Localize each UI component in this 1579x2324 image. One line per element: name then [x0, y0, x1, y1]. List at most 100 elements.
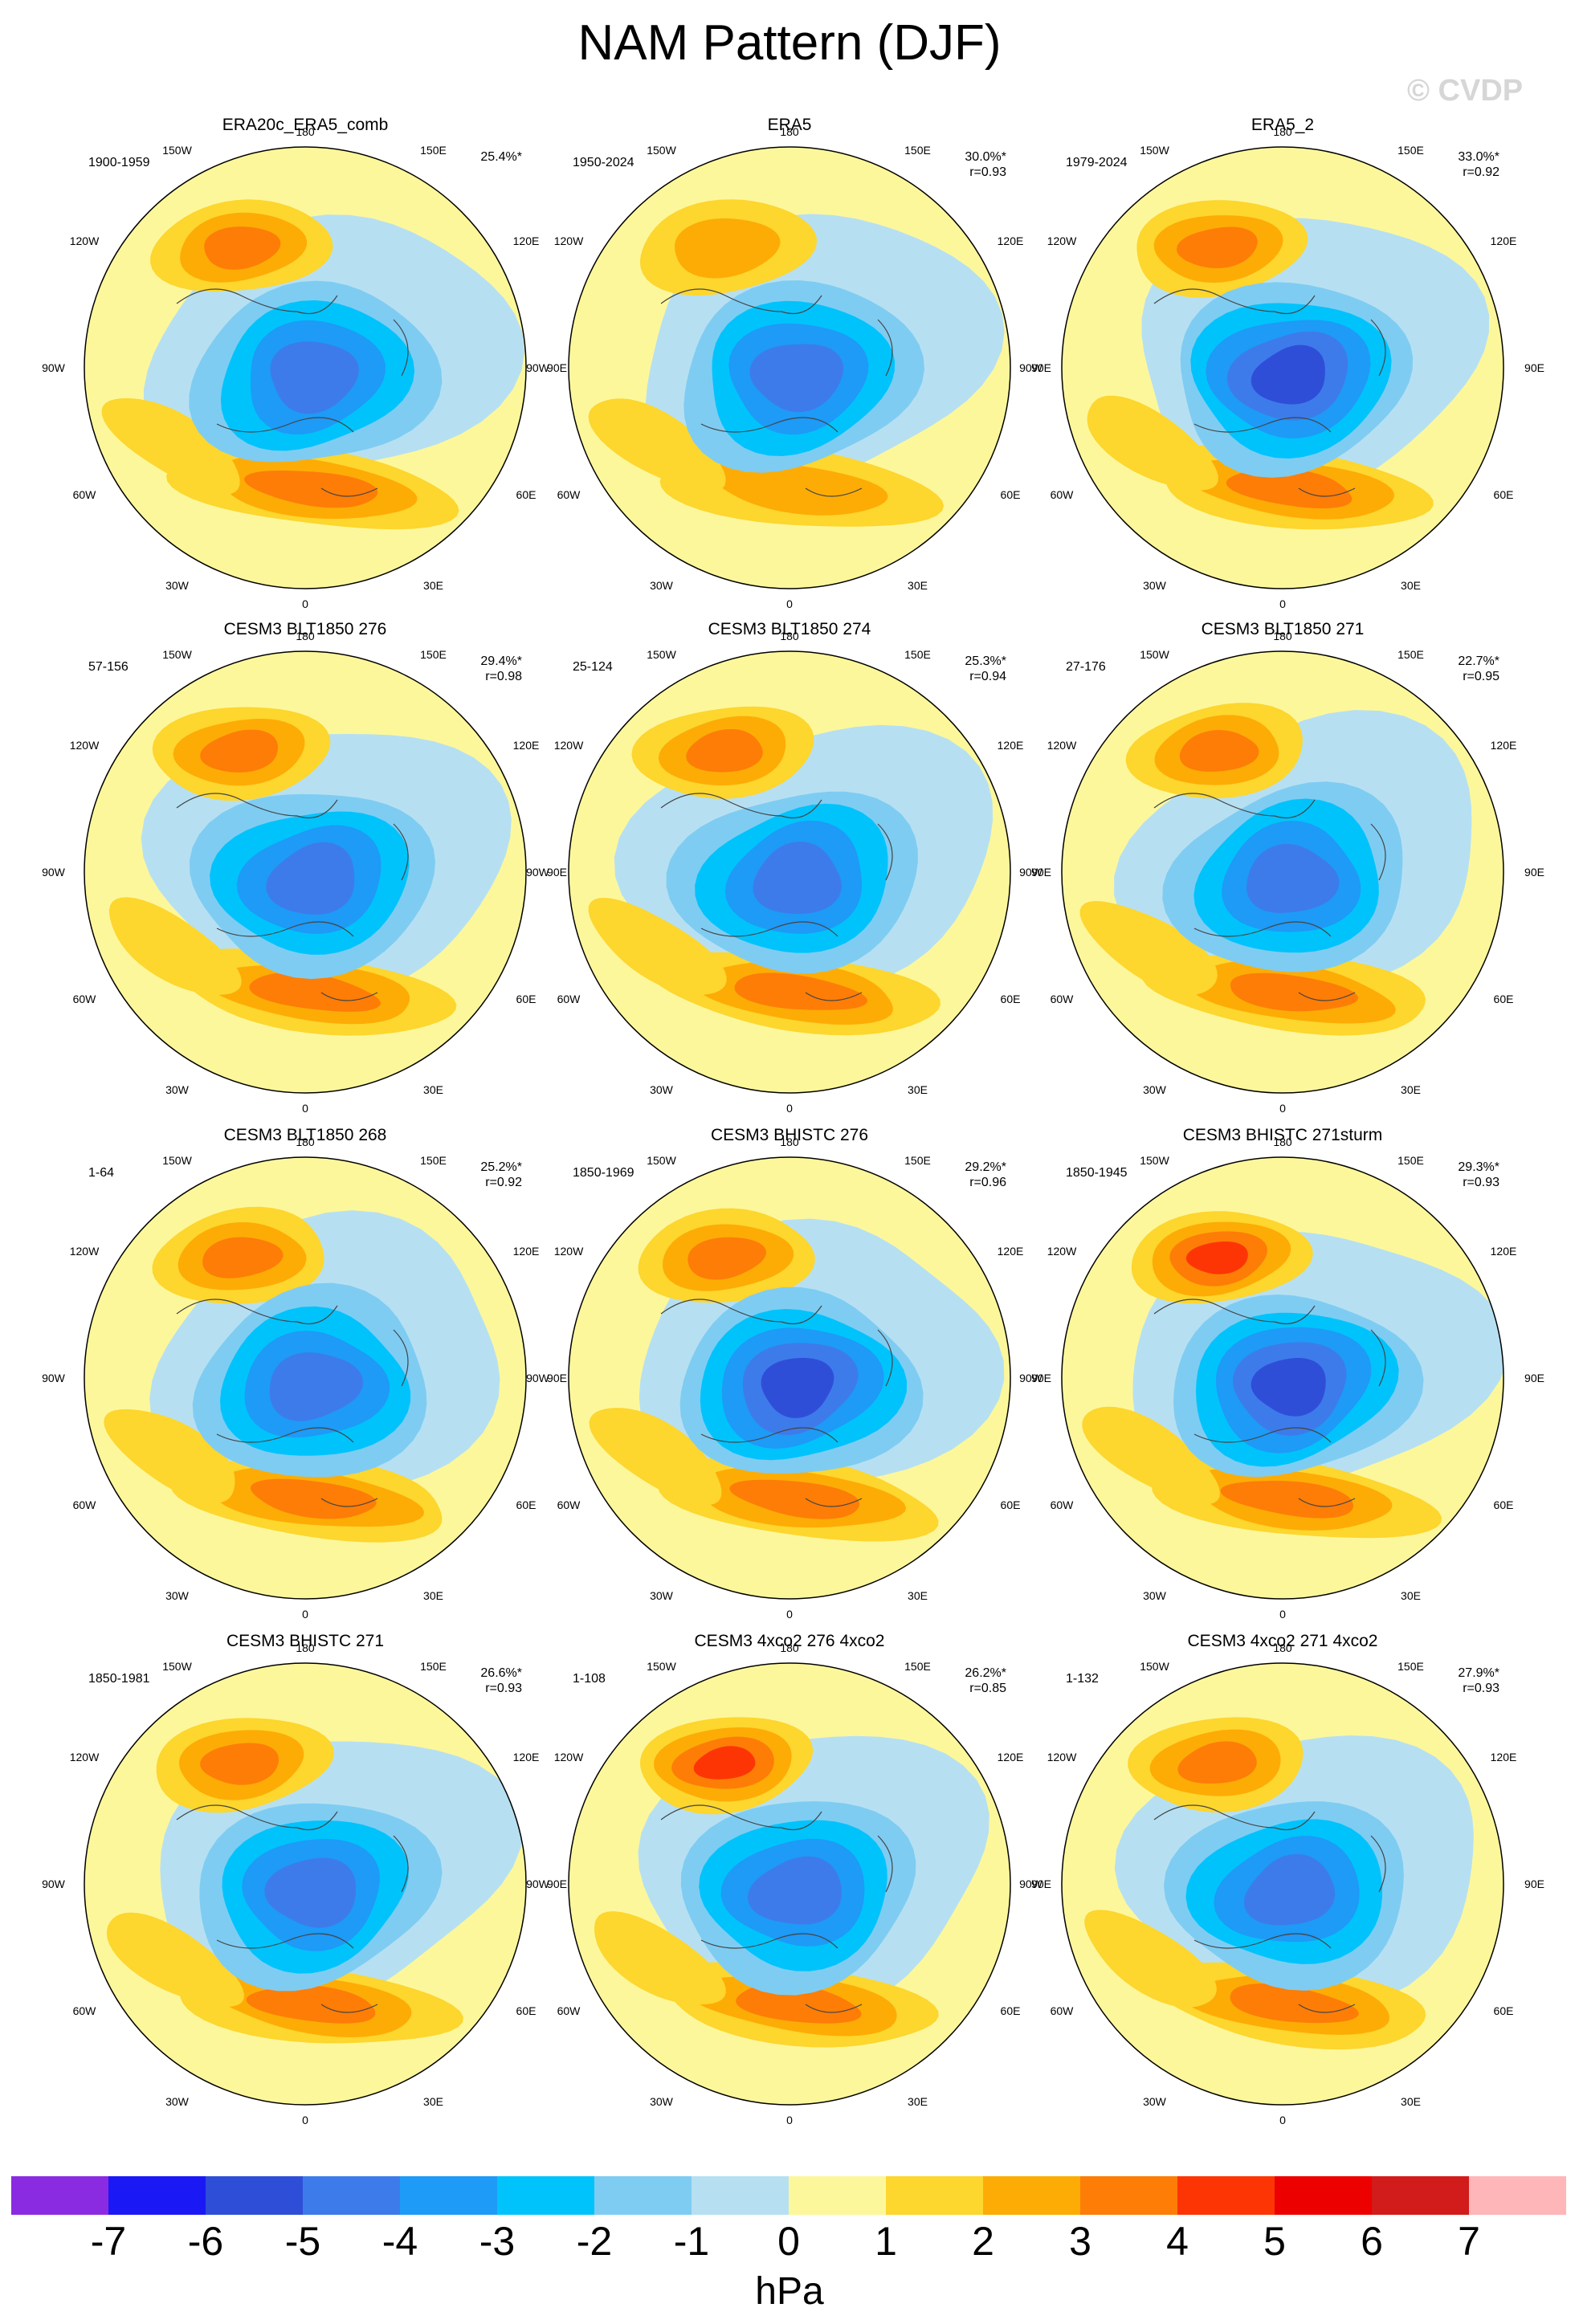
contour-pacific-positive — [1177, 1741, 1257, 1784]
colorbar — [11, 2176, 1566, 2215]
colorbar-box — [400, 2176, 497, 2215]
longitude-label: 60W — [1050, 1498, 1074, 1512]
longitude-label: 60E — [1000, 1498, 1021, 1512]
longitude-label: 120E — [1490, 234, 1517, 247]
colorbar-tick-label: 5 — [1263, 2219, 1286, 2264]
longitude-label: 150E — [420, 648, 447, 662]
map-panel: CESM3 4xco2 276 4xco2 1-108 26.2%* r=0.85 18… — [526, 1632, 1051, 2133]
contour-pacific-positive — [1177, 226, 1258, 268]
longitude-label: 120W — [553, 738, 584, 752]
contour-positive-tongue — [588, 898, 727, 995]
panel-stats: 26.2%* r=0.85 — [965, 1666, 1006, 1696]
panel-correlation: r=0.93 — [969, 165, 1006, 179]
map-panel: ERA5_2 1979-2024 33.0%* r=0.92 180 150W 150E 12… — [1019, 116, 1544, 617]
colorbar-tick-label: -1 — [673, 2219, 710, 2264]
longitude-label: 150W — [647, 144, 676, 157]
panel-variance: 27.9%* — [1458, 1666, 1499, 1680]
longitude-label: 60W — [557, 2004, 581, 2018]
longitude-label: 150W — [162, 1154, 192, 1168]
map-boundary — [568, 650, 1011, 1094]
longitude-label: 60E — [1493, 2004, 1514, 2018]
longitude-label: 30W — [1143, 578, 1166, 592]
longitude-label: 30W — [1143, 1082, 1166, 1096]
panel-title: CESM3 BLT1850 276 — [223, 620, 387, 638]
polar-map — [568, 650, 1011, 1094]
longitude-label: 30E — [423, 1588, 443, 1602]
polar-map — [84, 146, 527, 589]
map-boundary — [1061, 146, 1504, 589]
longitude-label: 30W — [165, 1588, 189, 1602]
longitude-label: 90W — [1019, 361, 1042, 374]
panel-title: CESM3 BLT1850 268 — [223, 1126, 387, 1144]
colorbar-box — [108, 2176, 206, 2215]
longitude-label: 30W — [165, 1082, 189, 1096]
map-boundary — [84, 146, 527, 589]
polar-map — [1061, 146, 1504, 589]
longitude-label: 0 — [1279, 1102, 1286, 1115]
coastline — [660, 288, 893, 497]
panel-stats: 33.0%* r=0.92 — [1458, 149, 1499, 180]
longitude-label: 120E — [1490, 738, 1517, 752]
contour-positive-tongue — [594, 1911, 726, 2005]
panel-stats: 25.4%* — [480, 149, 522, 165]
contour-positive-tongue — [106, 1912, 244, 2007]
map-boundary — [568, 146, 1011, 589]
longitude-label: 0 — [1279, 1608, 1286, 1621]
longitude-label: 150E — [1397, 1660, 1424, 1674]
colorbar-box — [497, 2176, 594, 2215]
longitude-label: 90E — [1524, 361, 1544, 374]
polar-map — [1061, 1156, 1504, 1600]
map-panel: CESM3 BHISTC 271 1850-1981 26.6%* r=0.93 180… — [42, 1632, 567, 2133]
longitude-label: 30E — [908, 2094, 928, 2108]
polar-map — [568, 146, 1011, 589]
colorbar-box — [1177, 2176, 1275, 2215]
longitude-label: 60W — [557, 488, 581, 502]
polar-map — [568, 1156, 1011, 1600]
colorbar-tick-label: -7 — [90, 2219, 127, 2264]
map-boundary — [1061, 650, 1504, 1094]
contour-arctic-negative — [1244, 1853, 1336, 1926]
figure-title: NAM Pattern (DJF) — [577, 15, 1002, 71]
panel-title: ERA5 — [767, 116, 812, 134]
contour-arctic-negative — [266, 842, 355, 915]
coastline — [660, 793, 893, 1001]
longitude-label: 90E — [1031, 1878, 1051, 1890]
panel-period: 27-176 — [1066, 660, 1106, 674]
panel-period: 1900-1959 — [88, 156, 150, 169]
panel-variance: 29.2%* — [965, 1160, 1006, 1174]
polar-map — [84, 650, 527, 1094]
map-panel: ERA20c_ERA5_comb 1900-1959 25.4%* 180 150W 15… — [42, 116, 567, 617]
longitude-label: 90W — [42, 1372, 65, 1384]
longitude-label: 60W — [1050, 993, 1074, 1006]
colorbar-box — [303, 2176, 400, 2215]
longitude-label: 90W — [526, 1878, 549, 1890]
colorbar-box — [789, 2176, 886, 2215]
longitude-label: 90W — [1019, 1372, 1042, 1384]
panel-variance: 25.2%* — [480, 1160, 522, 1174]
longitude-label: 150E — [904, 1660, 931, 1674]
longitude-label: 60W — [1050, 2004, 1074, 2018]
colorbar-box — [1469, 2176, 1566, 2215]
longitude-label: 60E — [1000, 2004, 1021, 2018]
longitude-label: 30E — [1401, 578, 1421, 592]
contour-arctic-negative — [749, 344, 844, 413]
longitude-label: 0 — [786, 1102, 793, 1115]
panel-title: CESM3 BLT1850 274 — [708, 620, 871, 638]
longitude-label: 180 — [780, 1135, 799, 1148]
polar-map — [84, 1156, 527, 1600]
coastline — [176, 1804, 409, 2013]
longitude-label: 180 — [1273, 124, 1292, 138]
colorbar-box — [11, 2176, 108, 2215]
longitude-label: 0 — [302, 2114, 308, 2127]
contour-arctic-negative — [1251, 1358, 1326, 1417]
longitude-label: 120W — [69, 234, 100, 247]
colorbar-tick-label: -4 — [381, 2219, 418, 2264]
longitude-label: 30W — [650, 578, 673, 592]
longitude-label: 0 — [786, 2114, 793, 2127]
panel-period: 1-108 — [573, 1672, 606, 1686]
colorbar-box — [983, 2176, 1080, 2215]
contour-pacific-positive — [200, 1743, 279, 1785]
contour-positive-tongue — [1079, 901, 1218, 996]
longitude-label: 90E — [1524, 866, 1544, 879]
colorbar-tick-label: 6 — [1361, 2219, 1383, 2264]
